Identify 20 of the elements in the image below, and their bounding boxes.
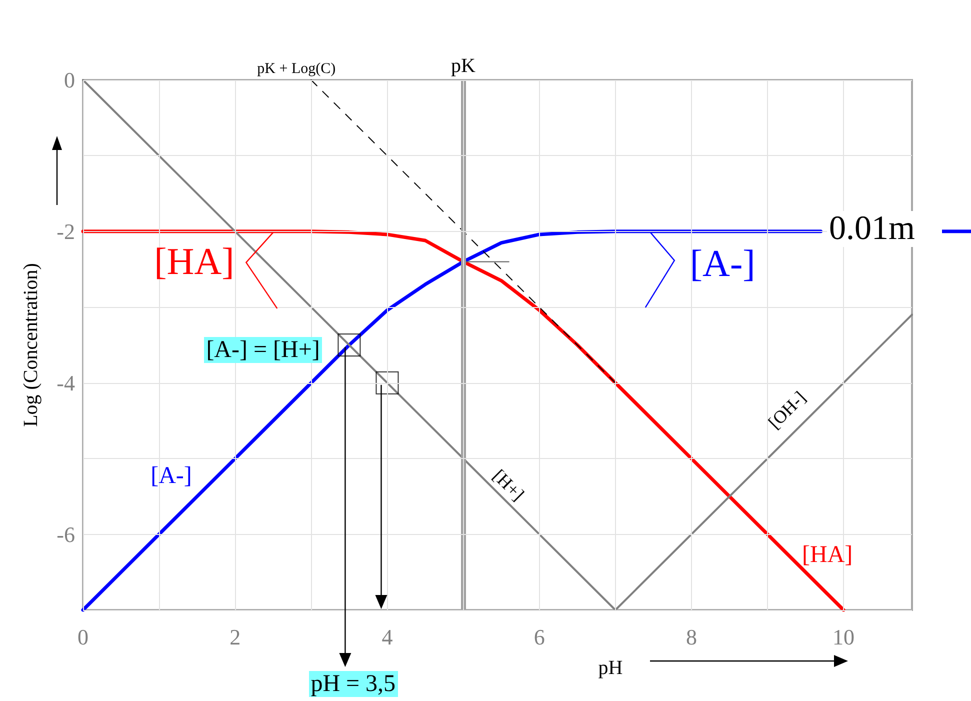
- annotation: [HA]: [802, 542, 853, 568]
- annotation: [A-]: [690, 243, 756, 286]
- annotation: pH = 3,5: [308, 671, 398, 697]
- x-tick-label: 10: [832, 624, 855, 650]
- y-tick-label: -6: [56, 522, 75, 547]
- annotation: [A-]: [150, 462, 192, 489]
- annotation: 0.01m: [827, 210, 917, 247]
- x-tick-label: 6: [534, 624, 545, 650]
- annotation: [A-] = [H+]: [204, 337, 322, 363]
- annotation: pK + Log(C): [257, 60, 336, 76]
- y-tick-label: -4: [56, 370, 75, 396]
- y-axis-title: Log (Concentration): [20, 263, 42, 427]
- x-tick-label: 2: [230, 624, 241, 650]
- x-axis-title: pH: [598, 657, 623, 679]
- y-tick-label: -2: [56, 218, 75, 244]
- ref-line-label: pK: [451, 55, 476, 77]
- annotation: [HA]: [154, 241, 234, 284]
- y-tick-label: 0: [64, 68, 75, 92]
- x-tick-label: 8: [686, 624, 697, 650]
- x-tick-label: 4: [382, 624, 393, 650]
